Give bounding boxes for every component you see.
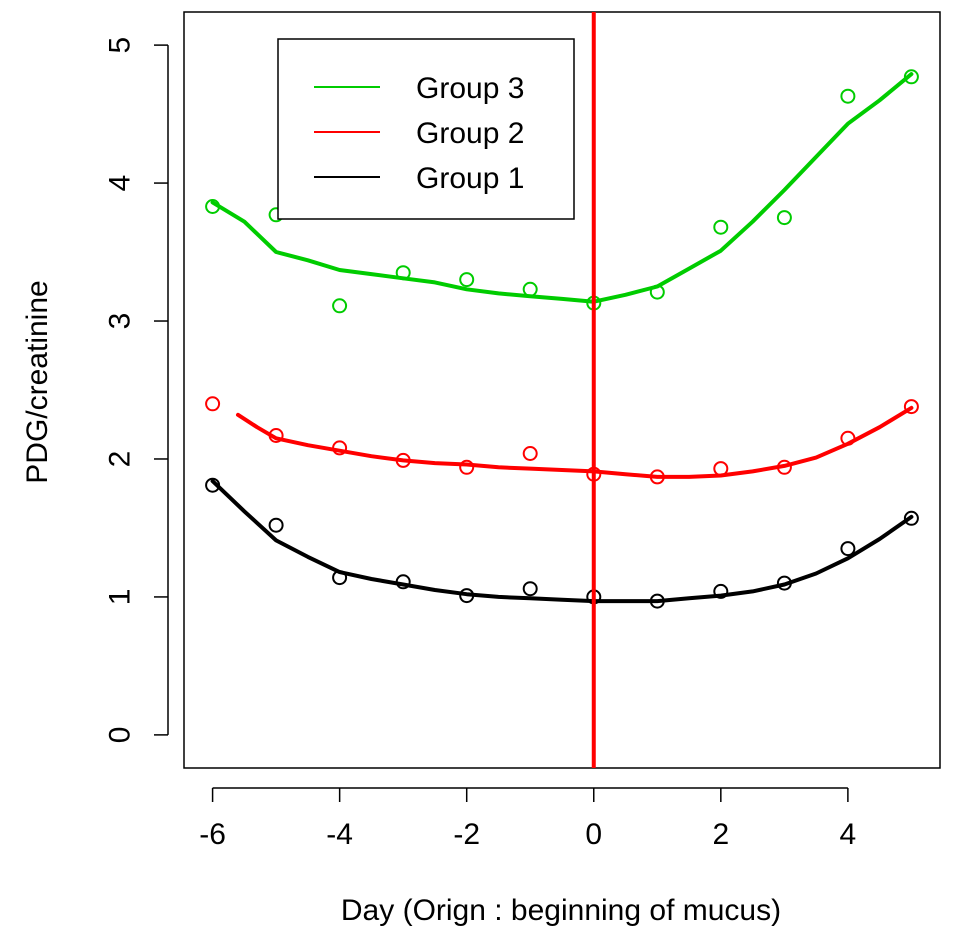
group-1-point — [713, 583, 729, 599]
y-tick-label: 1 — [104, 589, 137, 606]
group-1-point — [840, 541, 856, 557]
legend: Group 3 Group 2 Group 1 — [277, 38, 575, 220]
group-1-point — [268, 517, 284, 533]
group-3-point — [840, 88, 856, 104]
group-2-point — [713, 461, 729, 477]
group-2-point — [459, 459, 475, 475]
group-1-smooth-line — [210, 479, 914, 604]
legend-label-group-2: Group 2 — [416, 117, 524, 150]
x-tick-label: -4 — [326, 818, 353, 851]
group-3-point — [713, 219, 729, 235]
y-axis-label: PDG/creatinine — [21, 280, 54, 483]
group-1-point — [459, 588, 475, 604]
group-2-point — [522, 446, 538, 461]
group-2-point — [840, 430, 856, 446]
group-3-smooth-line — [210, 72, 914, 304]
group-3-point — [205, 199, 221, 214]
group-2-point — [395, 452, 411, 468]
group-2-point — [268, 428, 284, 443]
group-2-point — [205, 396, 221, 412]
smoothed-curves — [210, 72, 914, 604]
group-3-point — [522, 281, 538, 297]
group-3-point — [649, 284, 665, 300]
x-tick-label: 4 — [840, 818, 857, 851]
legend-box — [277, 38, 575, 220]
x-tick-label: -6 — [199, 818, 226, 851]
group-1-point — [205, 477, 221, 493]
group-3-point — [776, 210, 792, 226]
group-1-point — [522, 581, 538, 597]
group-1-point — [649, 593, 665, 609]
group-2-point — [649, 469, 665, 485]
y-tick-label: 5 — [104, 37, 137, 54]
group-1-point — [776, 575, 792, 591]
legend-label-group-1: Group 1 — [416, 162, 524, 195]
x-axis-label: Day (Orign : beginning of mucus) — [341, 894, 781, 927]
group-2-point — [776, 459, 792, 475]
axes: -6 -4 -2 0 2 4 0 1 2 3 4 5 — [104, 11, 941, 851]
x-tick-label: 0 — [585, 818, 602, 851]
y-tick-label: 0 — [104, 727, 137, 744]
x-tick-label: -2 — [453, 818, 480, 851]
group-1-point — [332, 570, 348, 586]
legend-label-group-3: Group 3 — [416, 72, 524, 105]
group-2-smooth-line — [236, 405, 914, 479]
group-1-point — [903, 510, 919, 526]
group-3-point — [903, 69, 919, 85]
group-3-point — [332, 298, 348, 314]
group-3-point — [459, 272, 475, 288]
group-3-point — [395, 265, 411, 281]
x-tick-label: 2 — [712, 818, 729, 851]
plot-frame — [183, 11, 941, 769]
y-tick-label: 4 — [104, 175, 137, 192]
y-tick-label: 3 — [104, 313, 137, 330]
group-2-point — [332, 440, 348, 456]
y-tick-label: 2 — [104, 451, 137, 468]
group-1-point — [395, 574, 411, 590]
group-2-point — [903, 399, 919, 415]
